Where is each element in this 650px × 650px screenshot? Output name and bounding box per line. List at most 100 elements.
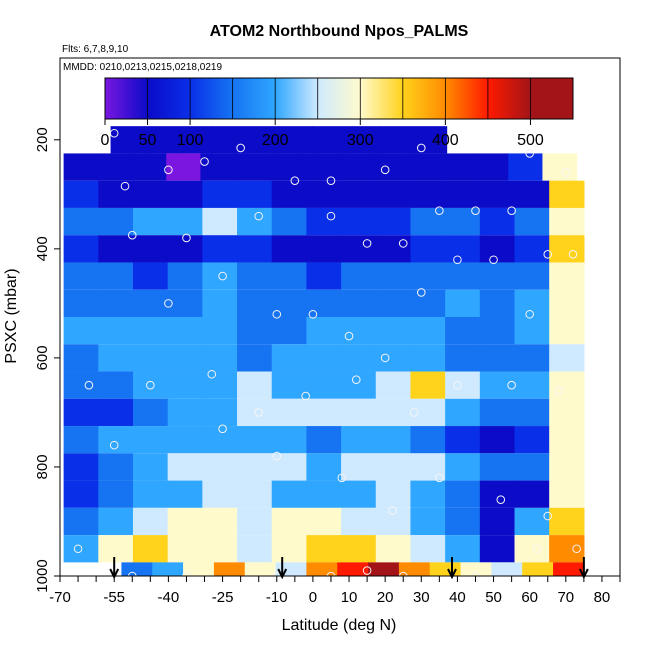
heatmap-cell xyxy=(445,235,481,263)
heatmap-cell xyxy=(306,371,342,399)
heatmap-cell xyxy=(306,398,342,427)
heatmap-cell xyxy=(271,207,307,236)
heatmap-cell xyxy=(514,426,550,454)
heatmap-cell xyxy=(341,535,377,563)
sample-point xyxy=(416,288,426,297)
heatmap-cell xyxy=(167,426,203,454)
heatmap-cell xyxy=(98,344,134,372)
heatmap-cell xyxy=(514,180,550,208)
heatmap-cell xyxy=(410,426,446,454)
heatmap-cell xyxy=(271,344,307,372)
heatmap-cell xyxy=(549,262,585,290)
heatmap-cell xyxy=(202,317,238,345)
heatmap-cell xyxy=(410,453,446,481)
heatmap-cell xyxy=(445,480,481,508)
heatmap-cell xyxy=(306,262,342,290)
heatmap-cell xyxy=(98,371,134,399)
heatmap-cell xyxy=(63,344,99,372)
sample-point xyxy=(109,440,119,450)
heatmap-cell xyxy=(306,180,342,208)
heatmap-cell xyxy=(410,398,446,427)
profile-marker-arrow xyxy=(447,557,457,580)
heatmap-cell xyxy=(167,262,203,290)
sample-point xyxy=(207,369,217,379)
heatmap-cell xyxy=(479,289,516,317)
heatmap-cell xyxy=(460,562,492,576)
heatmap-cell xyxy=(167,289,203,317)
colorbar-segment xyxy=(105,78,148,119)
heatmap-cell xyxy=(445,207,481,236)
heatmap-cell xyxy=(341,426,377,454)
sample-point xyxy=(218,424,227,434)
heatmap-cell xyxy=(98,480,134,508)
y-tick-label: 600 xyxy=(34,345,51,370)
x-tick-label: -25 xyxy=(212,589,234,606)
y-tick-label: 400 xyxy=(34,236,51,261)
y-tick-label: 200 xyxy=(34,127,51,152)
heatmap-cell xyxy=(337,562,369,576)
heatmap-cell xyxy=(132,317,169,345)
sample-point xyxy=(351,375,361,385)
heatmap-cell xyxy=(375,207,412,236)
heatmap-cell xyxy=(63,317,99,345)
heatmap-cell xyxy=(375,507,412,536)
heatmap-cell xyxy=(549,317,585,345)
heatmap-cell xyxy=(445,317,481,345)
x-tick-label: 70 xyxy=(557,589,574,606)
heatmap-cell xyxy=(166,153,202,181)
heatmap-cell xyxy=(341,344,377,372)
sample-point xyxy=(127,230,137,240)
heatmap-cell xyxy=(375,398,412,427)
x-tick-label: -40 xyxy=(158,589,180,606)
heatmap-cell xyxy=(63,262,99,290)
heatmap-cell xyxy=(474,153,509,181)
heatmap-cell xyxy=(410,507,446,536)
sample-point xyxy=(164,299,173,308)
y-axis: 200 400 600 800 1000 xyxy=(34,127,60,593)
sample-point xyxy=(489,255,498,265)
heatmap-cell xyxy=(508,153,544,181)
x-tick-label: -55 xyxy=(103,589,125,606)
heatmap-cell xyxy=(213,562,246,576)
heatmap-cell xyxy=(237,480,273,508)
heatmap-cell xyxy=(63,398,99,427)
heatmap-cell xyxy=(306,426,342,454)
colorbar-tick-label: 100 xyxy=(177,132,204,149)
sample-point xyxy=(543,511,553,521)
heatmap-cell xyxy=(341,289,377,317)
x-axis: -70 -55 -40 -25 -10 0 10 20 30 40 50 60 70 80 xyxy=(49,575,621,606)
x-tick-label: 60 xyxy=(521,589,538,606)
heatmap-cell xyxy=(234,153,270,181)
heatmap-cell xyxy=(379,126,414,154)
heatmap-cell xyxy=(549,426,585,454)
x-tick-label: 30 xyxy=(413,589,430,606)
heatmap-cell xyxy=(110,126,145,154)
heatmap-cell xyxy=(98,426,134,454)
heatmap-cell xyxy=(549,507,585,536)
heatmap-cell xyxy=(479,180,516,208)
heatmap-cell xyxy=(132,507,169,536)
heatmap-cell xyxy=(479,453,516,481)
heatmap-cell xyxy=(522,562,554,576)
heatmap-cell xyxy=(445,371,481,399)
profile-markers xyxy=(109,557,589,580)
heatmap-cell xyxy=(341,207,377,236)
heatmap-cell xyxy=(410,289,446,317)
x-axis-title: Latitude (deg N) xyxy=(282,617,397,634)
sample-point xyxy=(95,132,105,142)
heatmap-cell xyxy=(63,535,99,563)
heatmap-cell xyxy=(479,262,516,290)
heatmap-cell xyxy=(514,507,550,536)
heatmap-cell xyxy=(375,535,412,563)
heatmap-cell xyxy=(491,562,523,576)
heatmap-cell xyxy=(398,562,431,576)
heatmap-cell xyxy=(405,153,441,181)
heatmap-cell xyxy=(98,262,134,290)
heatmap-cell xyxy=(375,262,412,290)
heatmap-cell xyxy=(479,426,516,454)
dates-note-background xyxy=(61,59,241,73)
heatmap-cell xyxy=(549,453,585,481)
sample-point xyxy=(290,176,300,185)
heatmap-cell xyxy=(306,207,342,236)
heatmap-cell xyxy=(132,453,169,481)
